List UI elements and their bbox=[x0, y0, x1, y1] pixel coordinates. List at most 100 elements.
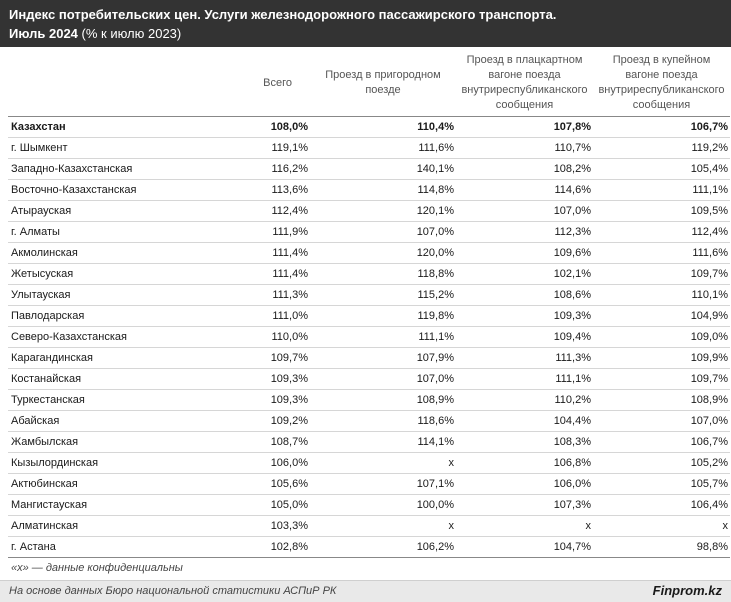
cell-reserved-seat-car: 106,8% bbox=[456, 452, 593, 474]
cell-compartment-car: 109,0% bbox=[593, 326, 730, 348]
chart-title: Индекс потребительских цен. Услуги желез… bbox=[9, 7, 557, 22]
cell-reserved-seat-car: 114,6% bbox=[456, 179, 593, 201]
cell-region: Атырауская bbox=[8, 200, 150, 222]
period-unit: (% к июлю 2023) bbox=[77, 26, 182, 41]
table-row: Улытауская 111,3% 115,2% 108,6% 110,1% bbox=[8, 284, 730, 306]
price-index-table: Всего Проезд в пригородном поезде Проезд… bbox=[8, 50, 730, 558]
cell-compartment-car: 109,7% bbox=[593, 368, 730, 390]
cell-region: Западно-Казахстанская bbox=[8, 158, 150, 180]
cell-reserved-seat-car: 107,0% bbox=[456, 200, 593, 222]
cell-suburban-train: 107,1% bbox=[310, 473, 456, 495]
cell-suburban-train: 114,1% bbox=[310, 431, 456, 453]
table-header-row: Всего Проезд в пригородном поезде Проезд… bbox=[8, 50, 730, 117]
cell-region: Улытауская bbox=[8, 284, 150, 306]
cell-suburban-train: 120,1% bbox=[310, 200, 456, 222]
cell-total: 105,6% bbox=[150, 473, 310, 495]
cell-region: г. Астана bbox=[8, 536, 150, 558]
cell-total: 111,3% bbox=[150, 284, 310, 306]
cell-suburban-train: x bbox=[310, 452, 456, 474]
cell-region: Кызылординская bbox=[8, 452, 150, 474]
cell-compartment-car: 111,1% bbox=[593, 179, 730, 201]
cell-reserved-seat-car: 110,7% bbox=[456, 137, 593, 159]
cell-total: 108,0% bbox=[150, 116, 310, 138]
cell-compartment-car: 106,7% bbox=[593, 116, 730, 138]
cell-compartment-car: 110,1% bbox=[593, 284, 730, 306]
cell-reserved-seat-car: 109,3% bbox=[456, 305, 593, 327]
cell-suburban-train: 106,2% bbox=[310, 536, 456, 558]
cell-total: 102,8% bbox=[150, 536, 310, 558]
cell-region: Алматинская bbox=[8, 515, 150, 537]
table-row: Мангистауская 105,0% 100,0% 107,3% 106,4% bbox=[8, 494, 730, 516]
table-row: г. Астана 102,8% 106,2% 104,7% 98,8% bbox=[8, 536, 730, 558]
brand-logo: Finprom.kz bbox=[652, 583, 722, 598]
cell-suburban-train: 100,0% bbox=[310, 494, 456, 516]
cell-suburban-train: 115,2% bbox=[310, 284, 456, 306]
table-row-total: Казахстан 108,0% 110,4% 107,8% 106,7% bbox=[8, 116, 730, 138]
table-row: Жамбылская 108,7% 114,1% 108,3% 106,7% bbox=[8, 431, 730, 453]
chart-subtitle: Июль 2024 (% к июлю 2023) bbox=[9, 26, 181, 41]
cell-suburban-train: x bbox=[310, 515, 456, 537]
table-row: Павлодарская 111,0% 119,8% 109,3% 104,9% bbox=[8, 305, 730, 327]
cell-total: 109,2% bbox=[150, 410, 310, 432]
cell-compartment-car: 105,2% bbox=[593, 452, 730, 474]
cell-compartment-car: 107,0% bbox=[593, 410, 730, 432]
cell-suburban-train: 107,0% bbox=[310, 368, 456, 390]
cell-reserved-seat-car: 107,8% bbox=[456, 116, 593, 138]
confidential-note: «x» — данные конфиденциальны bbox=[11, 562, 183, 574]
cell-suburban-train: 140,1% bbox=[310, 158, 456, 180]
cell-suburban-train: 118,8% bbox=[310, 263, 456, 285]
table-body: Казахстан 108,0% 110,4% 107,8% 106,7% г. Шымк… bbox=[8, 116, 730, 558]
cell-suburban-train: 111,1% bbox=[310, 326, 456, 348]
cell-suburban-train: 110,4% bbox=[310, 116, 456, 138]
cell-region: Костанайская bbox=[8, 368, 150, 390]
cell-reserved-seat-car: 112,3% bbox=[456, 221, 593, 243]
table-row: Северо-Казахстанская 110,0% 111,1% 109,4% 10… bbox=[8, 326, 730, 348]
cell-region: Акмолинская bbox=[8, 242, 150, 264]
cell-compartment-car: 108,9% bbox=[593, 389, 730, 411]
table-row: Кызылординская 106,0% x 106,8% 105,2% bbox=[8, 452, 730, 474]
cell-total: 111,0% bbox=[150, 305, 310, 327]
cell-compartment-car: 106,7% bbox=[593, 431, 730, 453]
cell-total: 119,1% bbox=[150, 137, 310, 159]
cell-compartment-car: 109,7% bbox=[593, 263, 730, 285]
column-header-region bbox=[8, 50, 150, 117]
table-row: Восточно-Казахстанская 113,6% 114,8% 114,6%… bbox=[8, 179, 730, 201]
cell-suburban-train: 119,8% bbox=[310, 305, 456, 327]
cell-compartment-car: 106,4% bbox=[593, 494, 730, 516]
cell-reserved-seat-car: 102,1% bbox=[456, 263, 593, 285]
cell-reserved-seat-car: 109,4% bbox=[456, 326, 593, 348]
footer-bar: На основе данных Бюро национальной стати… bbox=[0, 580, 731, 602]
table-row: Атырауская 112,4% 120,1% 107,0% 109,5% bbox=[8, 200, 730, 222]
cell-compartment-car: 105,4% bbox=[593, 158, 730, 180]
cell-compartment-car: 119,2% bbox=[593, 137, 730, 159]
cell-total: 113,6% bbox=[150, 179, 310, 201]
cell-suburban-train: 118,6% bbox=[310, 410, 456, 432]
table-row: Акмолинская 111,4% 120,0% 109,6% 111,6% bbox=[8, 242, 730, 264]
cell-total: 103,3% bbox=[150, 515, 310, 537]
cell-suburban-train: 108,9% bbox=[310, 389, 456, 411]
table-row: Жетысуская 111,4% 118,8% 102,1% 109,7% bbox=[8, 263, 730, 285]
cell-reserved-seat-car: 104,4% bbox=[456, 410, 593, 432]
cell-region: Северо-Казахстанская bbox=[8, 326, 150, 348]
cell-reserved-seat-car: 108,6% bbox=[456, 284, 593, 306]
cell-compartment-car: 109,9% bbox=[593, 347, 730, 369]
table-row: Карагандинская 109,7% 107,9% 111,3% 109,9% bbox=[8, 347, 730, 369]
cell-total: 112,4% bbox=[150, 200, 310, 222]
cell-region: Восточно-Казахстанская bbox=[8, 179, 150, 201]
cell-total: 105,0% bbox=[150, 494, 310, 516]
cell-reserved-seat-car: 107,3% bbox=[456, 494, 593, 516]
cell-total: 116,2% bbox=[150, 158, 310, 180]
cell-reserved-seat-car: 108,3% bbox=[456, 431, 593, 453]
cell-region: Карагандинская bbox=[8, 347, 150, 369]
cell-region: Павлодарская bbox=[8, 305, 150, 327]
cell-region: г. Шымкент bbox=[8, 137, 150, 159]
cell-suburban-train: 107,0% bbox=[310, 221, 456, 243]
cell-reserved-seat-car: 108,2% bbox=[456, 158, 593, 180]
cell-total: 109,7% bbox=[150, 347, 310, 369]
cell-region: Жетысуская bbox=[8, 263, 150, 285]
title-banner: Индекс потребительских цен. Услуги желез… bbox=[0, 0, 731, 47]
cell-total: 111,4% bbox=[150, 242, 310, 264]
table-row: г. Шымкент 119,1% 111,6% 110,7% 119,2% bbox=[8, 137, 730, 159]
table-row: г. Алматы 111,9% 107,0% 112,3% 112,4% bbox=[8, 221, 730, 243]
table-row: Костанайская 109,3% 107,0% 111,1% 109,7% bbox=[8, 368, 730, 390]
